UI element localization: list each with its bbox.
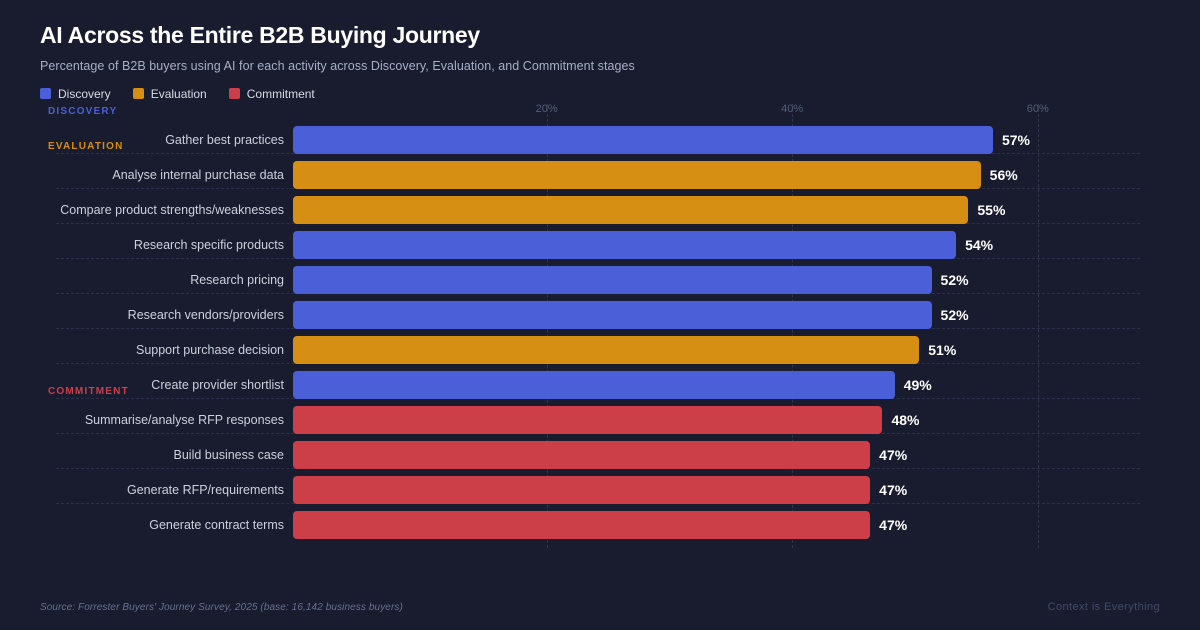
chart-bar-rows: Gather best practices 57% Analyse internal…: [0, 104, 1200, 556]
chart-bar-row[interactable]: Create provider shortlist 49%: [0, 367, 1200, 402]
chart-bar-row[interactable]: Gather best practices 57%: [0, 122, 1200, 157]
legend-item-discovery[interactable]: Discovery: [40, 87, 111, 101]
stage-tag-discovery: DISCOVERY: [48, 106, 118, 117]
row-gridline: [56, 258, 1140, 259]
legend-swatch-icon: [228, 88, 240, 100]
bar-discovery[interactable]: [293, 370, 895, 399]
chart-bar-row[interactable]: Research specific products 54%: [0, 227, 1200, 262]
bar-discovery[interactable]: [293, 125, 993, 154]
bar-discovery[interactable]: [293, 265, 932, 294]
bar-chart-plot: 20% 40% 60% Gather best practices 57% Analys…: [0, 103, 1200, 556]
bar-value-label: 49%: [903, 376, 932, 393]
bar-commitment[interactable]: [293, 405, 883, 434]
bar-value-label: 52%: [940, 271, 969, 288]
bar-track: 54%: [293, 227, 1200, 262]
bar-category-label: Research vendors/providers: [127, 307, 284, 322]
bar-category-label: Research specific products: [133, 237, 284, 252]
bar-category-label: Gather best practices: [165, 132, 284, 147]
bar-track: 47%: [293, 472, 1200, 507]
bar-track: 47%: [293, 507, 1200, 542]
chart-bar-row[interactable]: Research vendors/providers 52%: [0, 297, 1200, 332]
legend-item-label: Commitment: [246, 86, 315, 101]
bar-category-label: Analyse internal purchase data: [112, 167, 284, 182]
row-gridline: [56, 153, 1140, 154]
row-gridline: [56, 363, 1140, 364]
bar-track: 48%: [293, 402, 1200, 437]
bar-value-label: 52%: [940, 306, 969, 323]
row-gridline: [56, 223, 1140, 224]
legend-item-commitment[interactable]: Commitment: [228, 86, 315, 101]
bar-track: 47%: [293, 437, 1200, 472]
bar-value-label: 56%: [989, 166, 1018, 183]
bar-value-label: 47%: [879, 516, 908, 533]
bar-category-label: Research pricing: [190, 272, 284, 287]
bar-track: 52%: [293, 297, 1200, 332]
bar-value-label: 57%: [1001, 131, 1030, 148]
legend-item-label: Evaluation: [150, 86, 207, 101]
row-gridline: [56, 188, 1140, 189]
brand-tag: Context is Everything: [1047, 601, 1160, 613]
bar-category-label: Support purchase decision: [135, 342, 284, 357]
bar-commitment[interactable]: [293, 510, 871, 539]
bar-category-label: Create provider shortlist: [151, 377, 284, 392]
chart-bar-row[interactable]: Generate contract terms 47%: [0, 507, 1200, 542]
chart-bar-row[interactable]: Research pricing 52%: [0, 262, 1200, 297]
bar-category-label: Build business case: [173, 447, 284, 462]
legend-item-evaluation[interactable]: Evaluation: [132, 86, 207, 101]
bar-discovery[interactable]: [293, 300, 932, 329]
x-gridline: [1037, 104, 1039, 548]
bar-value-label: 51%: [928, 341, 957, 358]
bar-category-label: Summarise/analyse RFP responses: [84, 412, 284, 427]
bar-discovery[interactable]: [293, 230, 957, 259]
bar-category-label: Compare product strengths/weaknesses: [60, 202, 284, 217]
bar-value-label: 47%: [879, 481, 908, 498]
chart-legend: Discovery Evaluation Commitment: [40, 87, 1200, 101]
legend-swatch-icon: [132, 88, 144, 100]
row-gridline: [56, 468, 1140, 469]
row-gridline: [56, 433, 1140, 434]
stage-tag-commitment: COMMITMENT: [48, 386, 129, 397]
legend-item-label: Discovery: [58, 86, 111, 101]
bar-evaluation[interactable]: [293, 195, 969, 224]
row-gridline: [56, 503, 1140, 504]
row-gridline: [56, 398, 1140, 399]
bar-track: 51%: [293, 332, 1200, 367]
chart-footer: Source: Forrester Buyers' Journey Survey…: [0, 584, 1200, 630]
row-gridline: [56, 293, 1140, 294]
bar-commitment[interactable]: [293, 475, 871, 504]
chart-bar-row[interactable]: Analyse internal purchase data 56%: [0, 157, 1200, 192]
bar-track: 56%: [293, 157, 1200, 192]
chart-bar-row[interactable]: Summarise/analyse RFP responses 48%: [0, 402, 1200, 437]
chart-header: AI Across the Entire B2B Buying Journey …: [0, 0, 1200, 101]
x-axis-tick-label: 40%: [781, 103, 804, 115]
bar-value-label: 47%: [879, 446, 908, 463]
bar-value-label: 48%: [891, 411, 920, 428]
source-note: Source: Forrester Buyers' Journey Survey…: [40, 601, 403, 613]
bar-track: 55%: [293, 192, 1200, 227]
row-gridline: [56, 328, 1140, 329]
legend-swatch-icon: [40, 88, 51, 100]
chart-bar-row[interactable]: Build business case 47%: [0, 437, 1200, 472]
page-title: AI Across the Entire B2B Buying Journey: [40, 22, 480, 48]
chart-bar-row[interactable]: Compare product strengths/weaknesses 55%: [0, 192, 1200, 227]
bar-category-label: Generate RFP/requirements: [126, 482, 284, 497]
chart-subtitle: Percentage of B2B buyers using AI for ea…: [40, 58, 635, 73]
x-axis-tick-label: 20%: [535, 103, 558, 115]
stage-tag-evaluation: EVALUATION: [48, 141, 124, 152]
chart-bar-row[interactable]: Support purchase decision 51%: [0, 332, 1200, 367]
bar-value-label: 54%: [965, 236, 994, 253]
x-axis-tick-label: 60%: [1026, 103, 1049, 115]
bar-commitment[interactable]: [293, 440, 871, 469]
bar-track: 52%: [293, 262, 1200, 297]
bar-evaluation[interactable]: [293, 160, 981, 189]
chart-bar-row[interactable]: Generate RFP/requirements 47%: [0, 472, 1200, 507]
bar-value-label: 55%: [977, 201, 1006, 218]
bar-track: 57%: [293, 122, 1200, 157]
bar-category-label: Generate contract terms: [149, 517, 284, 532]
bar-track: 49%: [293, 367, 1200, 402]
bar-evaluation[interactable]: [293, 335, 920, 364]
